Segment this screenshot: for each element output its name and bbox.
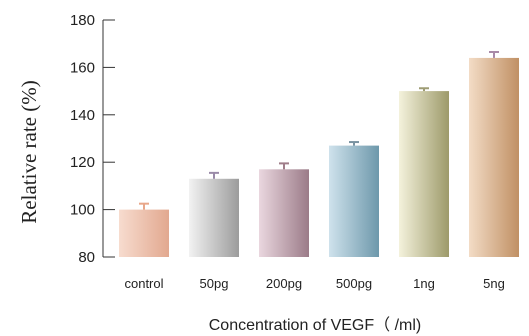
x-axis-title: Concentration of VEGF（ /ml) [209,316,422,334]
y-tick-label-180: 180 [70,12,95,29]
error-bar-200pg [279,162,289,170]
y-axis-title: Relative rate (%) [17,80,41,223]
y-tick-label-140: 140 [70,107,95,124]
x-tick-label-50pg: 50pg [200,276,229,291]
y-tick-label-80: 80 [78,249,95,266]
error-bar-500pg [349,141,359,146]
bar-5ng [469,57,519,257]
bar-control [119,209,169,257]
x-tick-label-200pg: 200pg [266,276,302,291]
error-bar-50pg [209,171,219,179]
bar-200pg [259,169,309,257]
y-tick-label-120: 120 [70,154,95,171]
error-bar-5ng [489,50,499,58]
error-bar-control [139,202,149,210]
bar-50pg [189,178,239,257]
x-tick-label-control: control [124,276,163,291]
y-axis: 80 100 120 140 160 180 [70,12,115,266]
x-tick-label-1ng: 1ng [413,276,435,291]
x-tick-label-500pg: 500pg [336,276,372,291]
y-tick-label-100: 100 [70,202,95,219]
x-axis-labels: control 50pg 200pg 500pg 1ng 5ng [124,276,504,291]
bar-1ng [399,91,449,257]
x-tick-label-5ng: 5ng [483,276,505,291]
error-bar-1ng [419,87,429,92]
y-tick-label-160: 160 [70,59,95,76]
bars [119,50,519,257]
bar-500pg [329,145,379,257]
